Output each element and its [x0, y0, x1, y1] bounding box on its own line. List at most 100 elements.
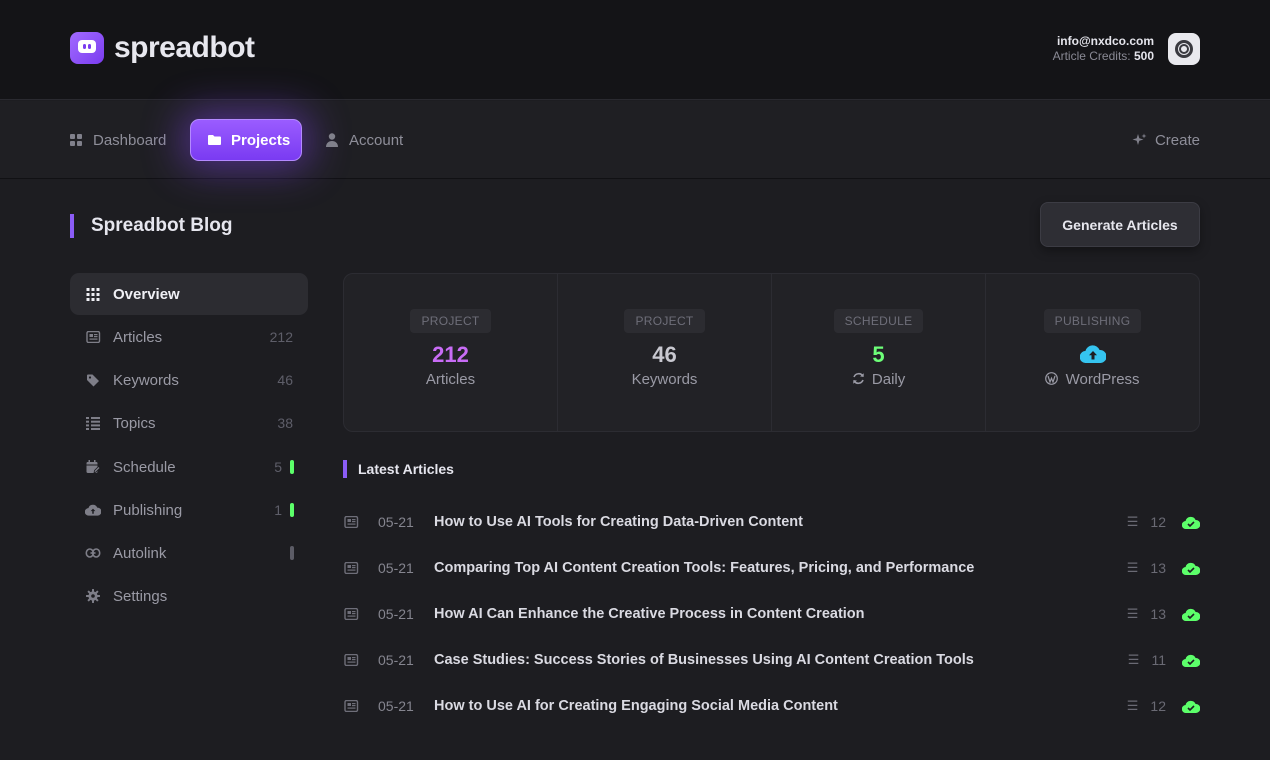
keyword-count: ☰ 13: [1127, 560, 1166, 576]
article-credits: Article Credits: 500: [1053, 49, 1154, 64]
credits-value: 500: [1133, 49, 1154, 63]
list-icon: ☰: [1126, 514, 1139, 529]
latest-articles-heading: Latest Articles: [343, 460, 454, 478]
stat-tag: SCHEDULE: [833, 309, 924, 333]
brand-name: spreadbot: [114, 31, 255, 64]
article-title[interactable]: Comparing Top AI Content Creation Tools:…: [434, 560, 975, 576]
page-title: Spreadbot Blog: [70, 214, 232, 238]
stat-keywords[interactable]: PROJECT 46 Keywords: [558, 274, 772, 431]
article-title[interactable]: How to Use AI for Creating Engaging Soci…: [434, 698, 838, 714]
wordpress-icon: [1045, 372, 1059, 385]
newspaper-icon: [344, 608, 359, 620]
gear-icon: [86, 589, 100, 603]
cloud-check-icon: [1182, 516, 1200, 529]
top-header: spreadbot info@nxdco.com Article Credits…: [0, 0, 1270, 100]
cloud-check-icon: [1182, 562, 1200, 575]
article-row[interactable]: 05-21 How to Use AI Tools for Creating D…: [343, 510, 1200, 534]
cloud-check-icon: [1182, 700, 1200, 713]
article-row[interactable]: 05-21 How AI Can Enhance the Creative Pr…: [343, 602, 1200, 626]
generate-articles-button[interactable]: Generate Articles: [1040, 202, 1200, 247]
newspaper-icon: [344, 562, 359, 574]
sidebar-item-publishing[interactable]: Publishing 1: [70, 489, 308, 531]
stat-label: Daily: [871, 371, 906, 388]
sidebar-item-label: Autolink: [113, 544, 167, 562]
main-nav: Dashboard Projects Account Create: [0, 101, 1270, 179]
nav-create[interactable]: Create: [1132, 119, 1200, 161]
article-row[interactable]: 05-21 Case Studies: Success Stories of B…: [343, 648, 1200, 672]
article-date: 05-21: [378, 652, 414, 668]
nav-projects-label: Projects: [231, 131, 291, 149]
sidebar-item-label: Settings: [113, 587, 168, 605]
article-date: 05-21: [378, 560, 414, 576]
stat-label-row: WordPress: [986, 371, 1199, 388]
article-title[interactable]: How to Use AI Tools for Creating Data-Dr…: [434, 514, 803, 530]
sidebar-item-count: 38: [277, 415, 293, 431]
sidebar-item-topics[interactable]: Topics 38: [70, 402, 308, 444]
stat-value: [986, 341, 1199, 369]
sparkle-icon: [1132, 133, 1147, 145]
article-date: 05-21: [378, 698, 414, 714]
keyword-count: ☰ 11: [1128, 652, 1166, 668]
keyword-count-value: 12: [1150, 514, 1166, 530]
chat-bot-icon: [70, 32, 104, 64]
tag-icon: [87, 374, 99, 386]
list-icon: ☰: [1126, 560, 1139, 575]
article-row[interactable]: 05-21 Comparing Top AI Content Creation …: [343, 556, 1200, 580]
stat-value: 5: [872, 342, 885, 367]
dashboard-grid-icon: [70, 134, 82, 146]
sidebar-item-schedule[interactable]: Schedule 5: [70, 446, 308, 488]
status-indicator: [290, 503, 294, 517]
project-stats-panel: PROJECT 212 Articles PROJECT 46 Keywords…: [343, 273, 1200, 432]
sidebar-item-count: 46: [277, 372, 293, 388]
article-title[interactable]: Case Studies: Success Stories of Busines…: [434, 652, 974, 668]
cloud-upload-icon: [85, 504, 101, 516]
stat-label: Articles: [425, 371, 476, 388]
stat-publishing[interactable]: PUBLISHING WordPress: [986, 274, 1199, 431]
stat-schedule[interactable]: SCHEDULE 5 Daily: [772, 274, 986, 431]
sidebar-item-autolink[interactable]: Autolink: [70, 532, 308, 574]
sidebar-item-overview[interactable]: Overview: [70, 273, 308, 315]
keyword-count: ☰ 12: [1127, 514, 1166, 530]
nav-dashboard[interactable]: Dashboard: [70, 119, 166, 161]
sidebar-item-articles[interactable]: Articles 212: [70, 316, 308, 358]
article-title[interactable]: How AI Can Enhance the Creative Process …: [434, 606, 865, 622]
sidebar-item-label: Keywords: [113, 371, 179, 389]
sidebar-item-count: 5: [274, 459, 282, 475]
status-indicator: [290, 460, 294, 474]
keyword-count-value: 13: [1150, 606, 1166, 622]
nav-account-label: Account: [349, 131, 404, 149]
status-indicator: [290, 546, 294, 560]
sidebar-item-label: Topics: [113, 414, 156, 432]
newspaper-icon: [344, 700, 359, 712]
brand-logo[interactable]: spreadbot: [70, 31, 255, 65]
article-row[interactable]: 05-21 How to Use AI for Creating Engagin…: [343, 694, 1200, 718]
avatar[interactable]: [1168, 33, 1200, 65]
nav-projects[interactable]: Projects: [190, 119, 302, 161]
sidebar-item-keywords[interactable]: Keywords 46: [70, 359, 308, 401]
stat-articles[interactable]: PROJECT 212 Articles: [344, 274, 558, 431]
keyword-count-value: 12: [1150, 698, 1166, 714]
newspaper-icon: [344, 654, 359, 666]
stat-tag: PROJECT: [624, 309, 705, 333]
article-date: 05-21: [378, 514, 414, 530]
refresh-icon: [852, 372, 864, 385]
newspaper-icon: [344, 516, 359, 528]
sidebar-item-label: Articles: [113, 328, 163, 346]
sidebar-item-label: Publishing: [113, 501, 183, 519]
stat-value: 46: [652, 342, 677, 367]
grid-icon: [86, 287, 100, 301]
list-icon: ☰: [1126, 698, 1139, 713]
link-icon: [85, 548, 101, 558]
nav-account[interactable]: Account: [326, 119, 403, 161]
sidebar-item-label: Schedule: [113, 458, 176, 476]
stat-tag: PUBLISHING: [1043, 309, 1142, 333]
list-icon: [86, 416, 100, 430]
user-avatar-icon: [1175, 40, 1193, 58]
keyword-count-value: 11: [1151, 652, 1166, 668]
stat-label: Keywords: [631, 371, 698, 388]
user-info: info@nxdco.com Article Credits: 500: [1053, 34, 1154, 64]
sidebar-item-settings[interactable]: Settings: [70, 575, 308, 617]
sidebar-item-count: 212: [269, 329, 293, 345]
stat-tag: PROJECT: [410, 309, 491, 333]
cloud-check-icon: [1182, 654, 1200, 667]
